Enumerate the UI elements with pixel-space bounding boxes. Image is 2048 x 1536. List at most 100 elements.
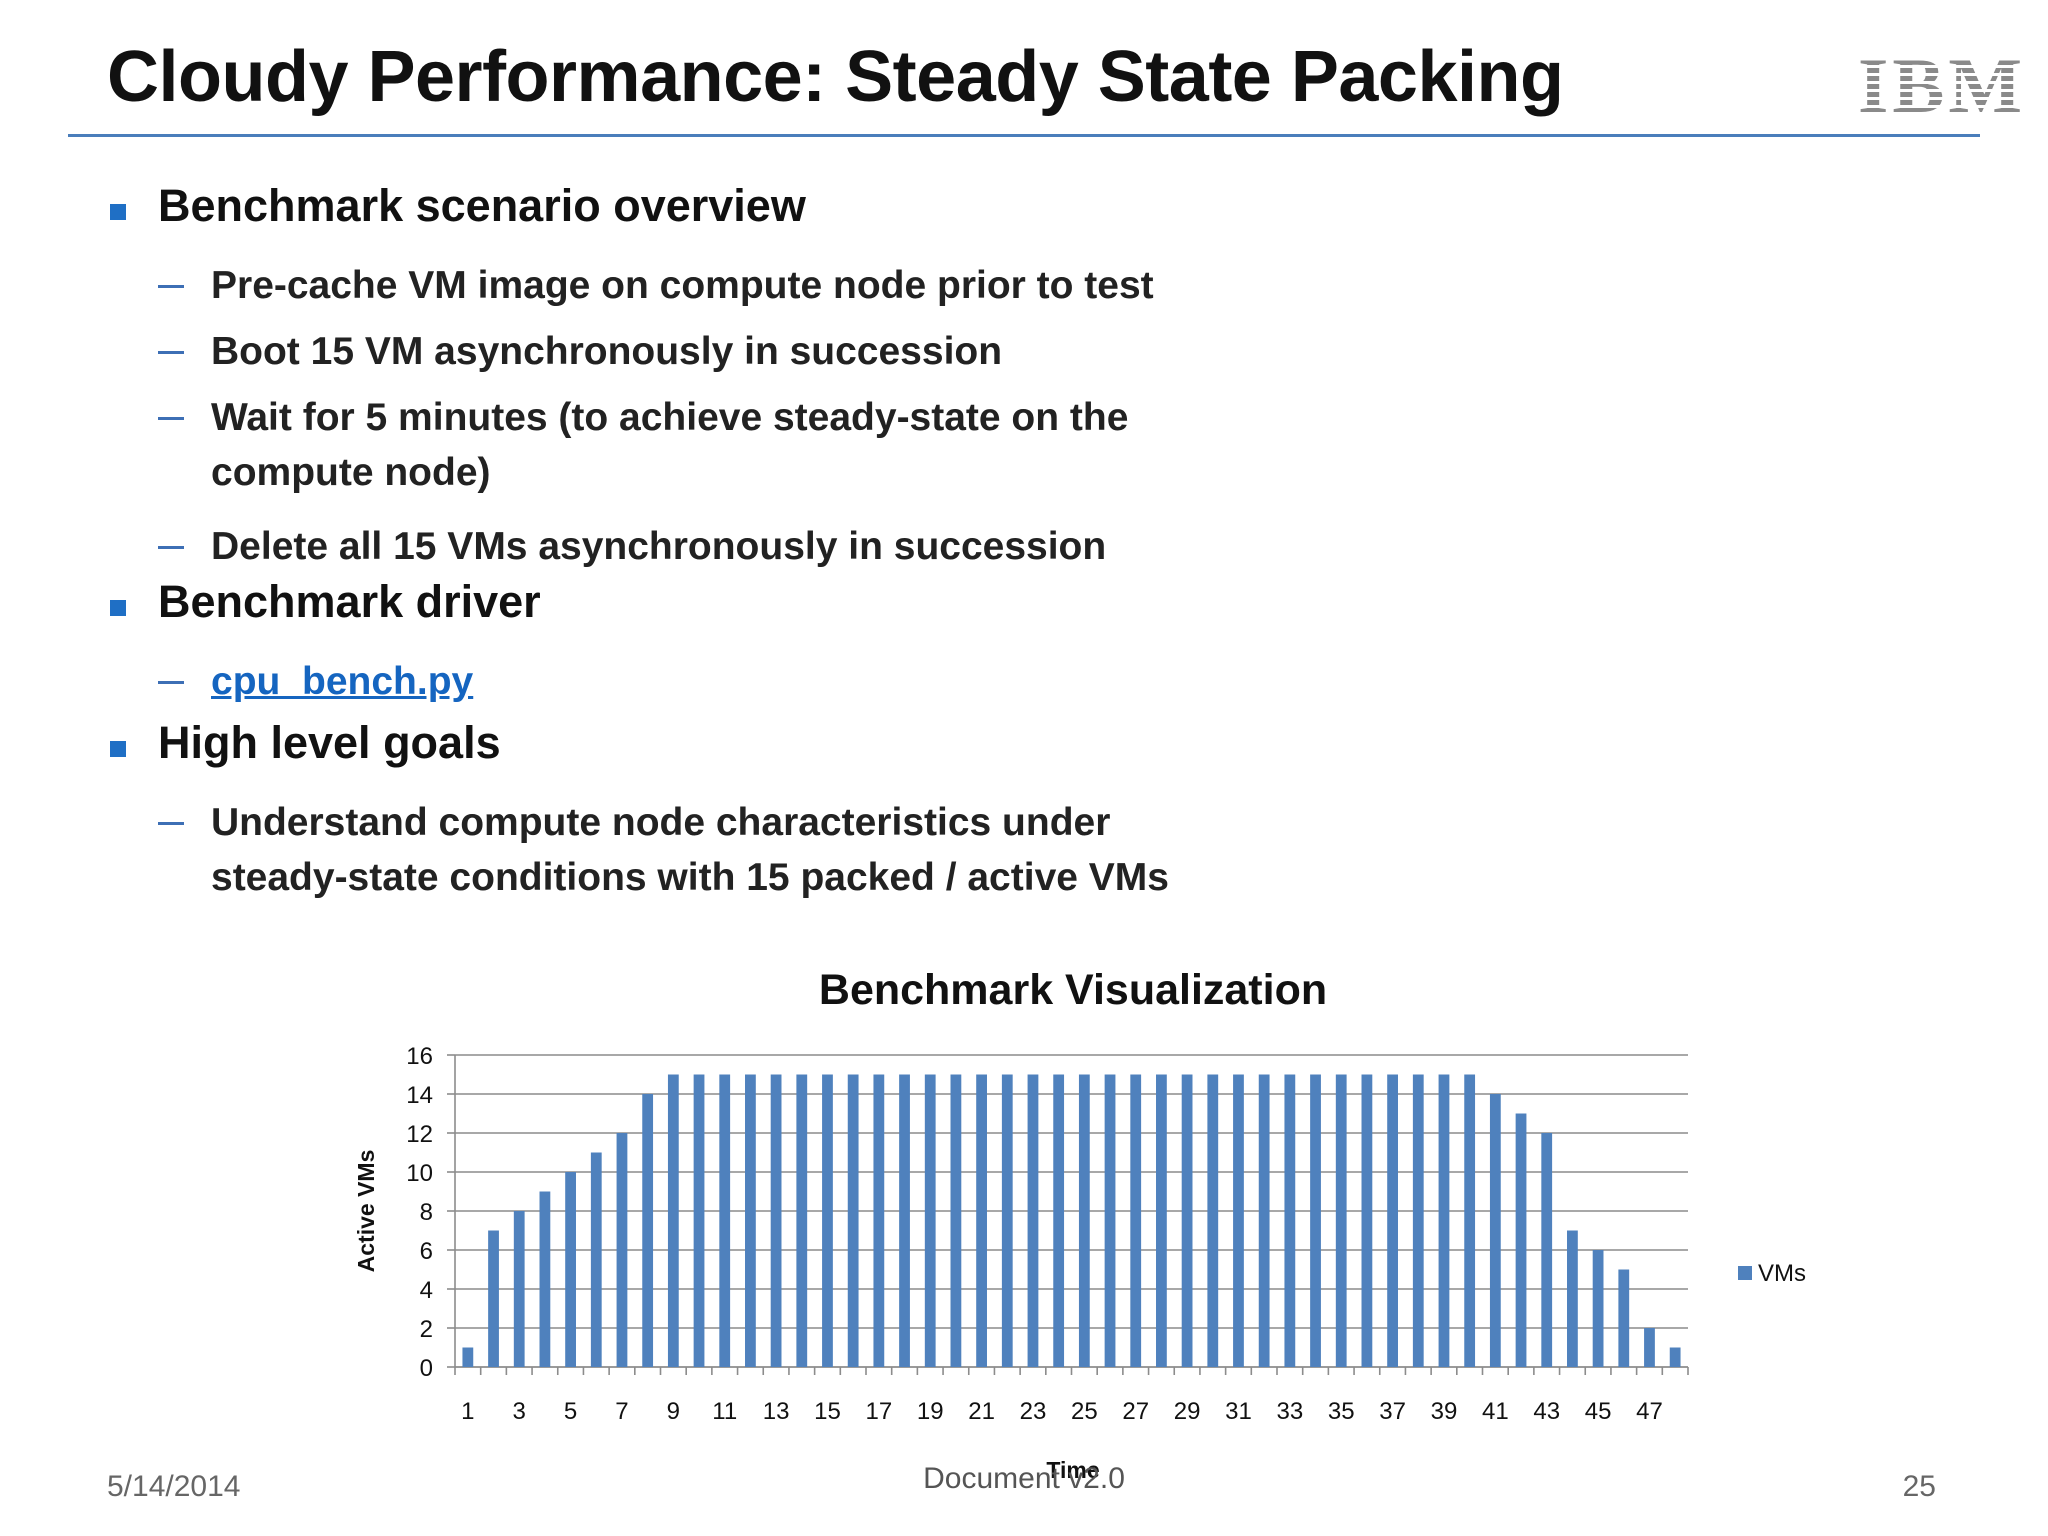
bar-45 [1592, 1250, 1604, 1367]
x-tick-label: 33 [1276, 1398, 1303, 1425]
y-tick-label: 4 [420, 1277, 433, 1304]
bar-39 [1438, 1074, 1450, 1367]
y-tick-label: 10 [406, 1160, 433, 1187]
sub-item-text: Understand compute node characteristics … [211, 801, 1111, 844]
bar-2 [488, 1230, 499, 1367]
bar-24 [1053, 1074, 1065, 1367]
section-heading: Benchmark scenario overview [158, 180, 806, 231]
bar-20 [950, 1074, 962, 1367]
bar-11 [719, 1074, 731, 1367]
bar-31 [1233, 1074, 1244, 1367]
x-tick-label: 5 [564, 1398, 577, 1425]
bar-13 [770, 1074, 782, 1367]
script-link[interactable]: cpu_bench.py [211, 660, 474, 703]
y-tick-label: 0 [420, 1355, 433, 1382]
bar-30 [1207, 1074, 1219, 1367]
sub-item-text: Pre-cache VM image on compute node prior… [211, 264, 1154, 307]
bar-35 [1335, 1074, 1347, 1367]
section-heading: Benchmark driver [158, 576, 541, 627]
bar-37 [1387, 1074, 1398, 1367]
bar-16 [847, 1074, 859, 1367]
page-title: Cloudy Performance: Steady State Packing [107, 37, 1564, 117]
x-tick-label: 1 [461, 1398, 474, 1425]
dash-marker [158, 351, 184, 354]
x-axis-label: Time [1046, 1457, 1099, 1483]
bar-3 [513, 1211, 525, 1367]
bar-38 [1412, 1074, 1424, 1367]
x-tick-label: 17 [865, 1398, 892, 1425]
sub-item-text: Boot 15 VM asynchronously in succession [211, 330, 1003, 373]
bar-12 [745, 1074, 756, 1367]
sub-item-text: compute node) [211, 451, 491, 494]
bar-22 [1001, 1074, 1013, 1367]
bar-10 [693, 1074, 705, 1367]
bar-43 [1541, 1133, 1553, 1367]
bar-21 [976, 1074, 987, 1367]
chart-title: Benchmark Visualization [819, 966, 1327, 1014]
x-tick-label: 41 [1482, 1398, 1509, 1425]
bullet-marker [110, 741, 126, 757]
bar-4 [539, 1191, 551, 1367]
dash-marker [158, 822, 184, 825]
bar-1 [462, 1347, 474, 1367]
legend-label: VMs [1758, 1260, 1806, 1287]
x-tick-label: 45 [1585, 1398, 1612, 1425]
y-tick-label: 14 [406, 1082, 433, 1109]
bar-7 [616, 1133, 628, 1367]
sub-item-text: steady-state conditions with 15 packed /… [211, 856, 1169, 899]
bar-34 [1310, 1074, 1321, 1367]
sub-item-text: Delete all 15 VMs asynchronously in succ… [211, 525, 1107, 568]
ibm-logo-text: IBM [1858, 52, 2026, 118]
x-tick-label: 27 [1122, 1398, 1149, 1425]
title-divider [68, 134, 1980, 137]
x-tick-label: 39 [1431, 1398, 1458, 1425]
bar-19 [924, 1074, 936, 1367]
x-tick-label: 15 [814, 1398, 841, 1425]
x-tick-label: 13 [763, 1398, 790, 1425]
y-tick-label: 6 [420, 1238, 433, 1265]
x-tick-label: 29 [1174, 1398, 1201, 1425]
x-tick-label: 19 [917, 1398, 944, 1425]
x-tick-label: 25 [1071, 1398, 1098, 1425]
x-tick-label: 31 [1225, 1398, 1252, 1425]
bar-29 [1181, 1074, 1193, 1367]
x-tick-label: 23 [1020, 1398, 1047, 1425]
footer-date: 5/14/2014 [107, 1470, 241, 1503]
bar-8 [642, 1094, 654, 1367]
ibm-logo: IBM [1858, 52, 2026, 118]
bar-36 [1361, 1074, 1373, 1367]
x-tick-label: 37 [1379, 1398, 1406, 1425]
bar-5 [565, 1172, 576, 1367]
bar-25 [1078, 1074, 1090, 1367]
bar-9 [667, 1074, 679, 1367]
x-tick-label: 47 [1636, 1398, 1663, 1425]
bar-46 [1618, 1269, 1630, 1367]
y-axis-label: Active VMs [353, 1150, 379, 1273]
x-tick-label: 3 [513, 1398, 526, 1425]
dash-marker [158, 546, 184, 549]
bar-27 [1130, 1074, 1142, 1367]
x-tick-label: 7 [615, 1398, 628, 1425]
bar-14 [796, 1074, 808, 1367]
bar-15 [822, 1074, 833, 1367]
bar-44 [1567, 1230, 1578, 1367]
x-tick-label: 9 [667, 1398, 680, 1425]
dash-marker [158, 417, 184, 420]
sub-item-text: Wait for 5 minutes (to achieve steady-st… [211, 396, 1129, 439]
dash-marker [158, 681, 184, 684]
bar-42 [1515, 1113, 1527, 1367]
x-tick-label: 21 [968, 1398, 995, 1425]
bar-28 [1156, 1074, 1167, 1367]
bullet-marker [110, 600, 126, 616]
bar-40 [1464, 1074, 1476, 1367]
dash-marker [158, 285, 184, 288]
bar-17 [873, 1074, 885, 1367]
bar-23 [1027, 1074, 1039, 1367]
bar-48 [1669, 1347, 1681, 1367]
x-tick-label: 35 [1328, 1398, 1355, 1425]
legend-swatch [1738, 1266, 1752, 1280]
bar-41 [1489, 1094, 1501, 1367]
page-number: 25 [1902, 1470, 1936, 1503]
y-tick-label: 2 [420, 1316, 433, 1343]
